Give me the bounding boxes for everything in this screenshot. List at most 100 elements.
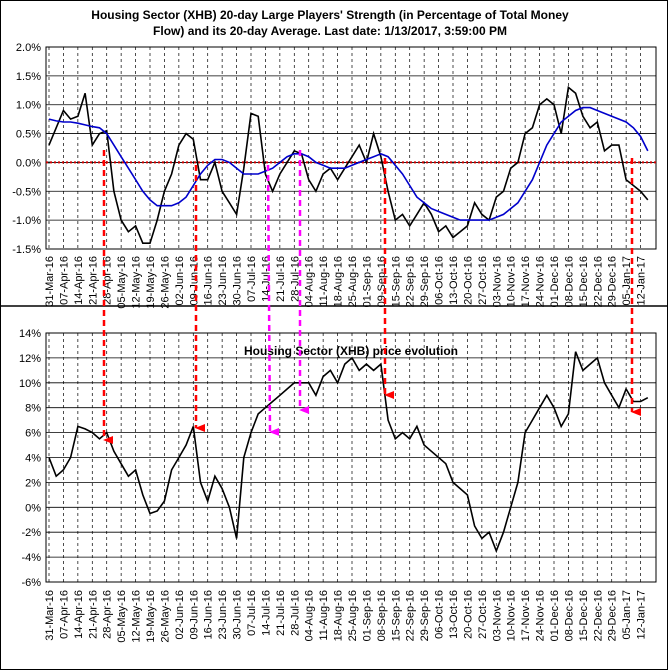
x-tick-label: 05-May-16	[116, 256, 128, 309]
x-tick-label: 25-Aug-16	[347, 590, 359, 641]
x-tick-label: 18-Aug-16	[333, 256, 345, 307]
y-tick-label: -1.5%	[12, 244, 41, 256]
x-tick-label: 30-Jun-16	[232, 256, 244, 306]
x-tick-label: 30-Jun-16	[232, 590, 244, 640]
x-tick-label: 15-Dec-16	[578, 256, 590, 307]
x-tick-label: 07-Jul-16	[246, 590, 258, 636]
y-tick-label: -6%	[21, 577, 41, 589]
x-tick-label: 08-Dec-16	[563, 256, 575, 307]
x-tick-label: 22-Sep-16	[405, 590, 417, 641]
y-tick-label: 1.5%	[16, 71, 41, 83]
x-tick-label: 03-Nov-16	[491, 590, 503, 641]
x-tick-label: 03-Nov-16	[491, 256, 503, 307]
x-tick-label: 12-May-16	[131, 256, 143, 309]
x-tick-label: 20-Oct-16	[462, 590, 474, 639]
y-tick-label: -4%	[21, 552, 41, 564]
x-tick-label: 01-Sep-16	[361, 590, 373, 641]
y-tick-label: 4%	[25, 453, 41, 465]
x-tick-label: 02-Jun-16	[174, 590, 186, 640]
x-tick-label: 19-May-16	[145, 590, 157, 643]
x-tick-label: 27-Oct-16	[477, 590, 489, 639]
x-tick-label: 14-Jul-16	[260, 256, 272, 302]
x-tick-label: 14-Jul-16	[260, 590, 272, 636]
x-tick-label: 07-Jul-16	[246, 256, 258, 302]
y-tick-label: 12%	[19, 353, 41, 365]
plot-area	[45, 46, 657, 250]
x-tick-label: 02-Jun-16	[174, 256, 186, 306]
x-tick-label: 18-Aug-16	[333, 590, 345, 641]
chart-title: Housing Sector (XHB) 20-day Large Player…	[91, 8, 569, 38]
x-tick-label: 26-May-16	[159, 256, 171, 309]
x-tick-label: 21-Jul-16	[275, 590, 287, 636]
y-tick-label: 10%	[19, 378, 41, 390]
y-tick-label: 2.0%	[16, 42, 41, 54]
x-tick-label: 22-Dec-16	[592, 256, 604, 307]
x-tick-label: 29-Sep-16	[419, 256, 431, 307]
x-tick-label: 07-Apr-16	[58, 590, 70, 639]
x-tick-label: 19-May-16	[145, 256, 157, 309]
x-tick-label: 12-Jan-17	[636, 590, 648, 640]
x-tick-label: 17-Nov-16	[520, 256, 532, 307]
y-tick-label: -2%	[21, 527, 41, 539]
arrows	[102, 150, 641, 444]
y-tick-label: 2%	[25, 477, 41, 489]
data-line	[48, 85, 649, 244]
y-tick-label: 0.0%	[16, 157, 41, 169]
y-tick-label: -0.5%	[12, 186, 41, 198]
y-tick-label: 6%	[25, 428, 41, 440]
x-tick-label: 11-Aug-16	[318, 590, 330, 641]
x-tick-label: 12-Jan-17	[636, 256, 648, 306]
x-tick-label: 21-Apr-16	[87, 590, 99, 639]
x-tick-label: 12-May-16	[131, 590, 143, 643]
y-tick-label: 8%	[25, 403, 41, 415]
x-tick-label: 29-Dec-16	[607, 256, 619, 307]
x-tick-label: 17-Nov-16	[520, 590, 532, 641]
y-tick-label: -1.0%	[12, 215, 41, 227]
x-tick-label: 04-Aug-16	[304, 256, 316, 307]
x-tick-label: 20-Oct-16	[462, 256, 474, 305]
y-tick-label: 14%	[19, 328, 41, 340]
x-tick-label: 25-Aug-16	[347, 256, 359, 307]
x-tick-label: 15-Sep-16	[390, 256, 402, 307]
x-tick-label: 23-Jun-16	[217, 590, 229, 640]
x-tick-label: 22-Sep-16	[405, 256, 417, 307]
x-tick-label: 01-Dec-16	[549, 590, 561, 641]
x-tick-label: 21-Apr-16	[87, 256, 99, 305]
data-line	[48, 106, 649, 221]
x-tick-label: 09-Jun-16	[188, 256, 200, 306]
x-tick-label: 04-Aug-16	[304, 590, 316, 641]
x-tick-label: 16-Jun-16	[203, 256, 215, 306]
x-tick-label: 21-Jul-16	[275, 256, 287, 302]
y-tick-label: 1.0%	[16, 100, 41, 112]
x-tick-label: 14-Apr-16	[73, 256, 85, 305]
x-tick-label: 28-Jul-16	[289, 256, 301, 302]
x-tick-label: 28-Jul-16	[289, 590, 301, 636]
x-tick-label: 22-Dec-16	[592, 590, 604, 641]
x-tick-label: 11-Aug-16	[318, 256, 330, 307]
x-tick-label: 13-Oct-16	[448, 590, 460, 639]
x-tick-label: 23-Jun-16	[217, 256, 229, 306]
y-tick-label: 0.5%	[16, 129, 41, 141]
x-tick-label: 16-Jun-16	[203, 590, 215, 640]
x-tick-label: 29-Sep-16	[419, 590, 431, 641]
x-tick-label: 06-Oct-16	[434, 590, 446, 639]
x-tick-label: 13-Oct-16	[448, 256, 460, 305]
x-tick-label: 08-Dec-16	[563, 590, 575, 641]
x-tick-label: 24-Nov-16	[535, 590, 547, 641]
x-tick-label: 29-Dec-16	[607, 590, 619, 641]
x-tick-label: 24-Nov-16	[535, 256, 547, 307]
x-tick-label: 01-Dec-16	[549, 256, 561, 307]
x-tick-label: 10-Nov-16	[506, 256, 518, 307]
x-tick-label: 07-Apr-16	[58, 256, 70, 305]
x-tick-label: 15-Sep-16	[390, 590, 402, 641]
x-tick-label: 08-Sep-16	[376, 590, 388, 641]
x-tick-label: 10-Nov-16	[506, 590, 518, 641]
x-tick-label: 06-Oct-16	[434, 256, 446, 305]
x-tick-label: 27-Oct-16	[477, 256, 489, 305]
x-tick-label: 09-Jun-16	[188, 590, 200, 640]
arrow	[266, 164, 280, 436]
x-tick-label: 31-Mar-16	[44, 256, 56, 307]
chart-title: Housing Sector (XHB) price evolution	[244, 344, 458, 358]
